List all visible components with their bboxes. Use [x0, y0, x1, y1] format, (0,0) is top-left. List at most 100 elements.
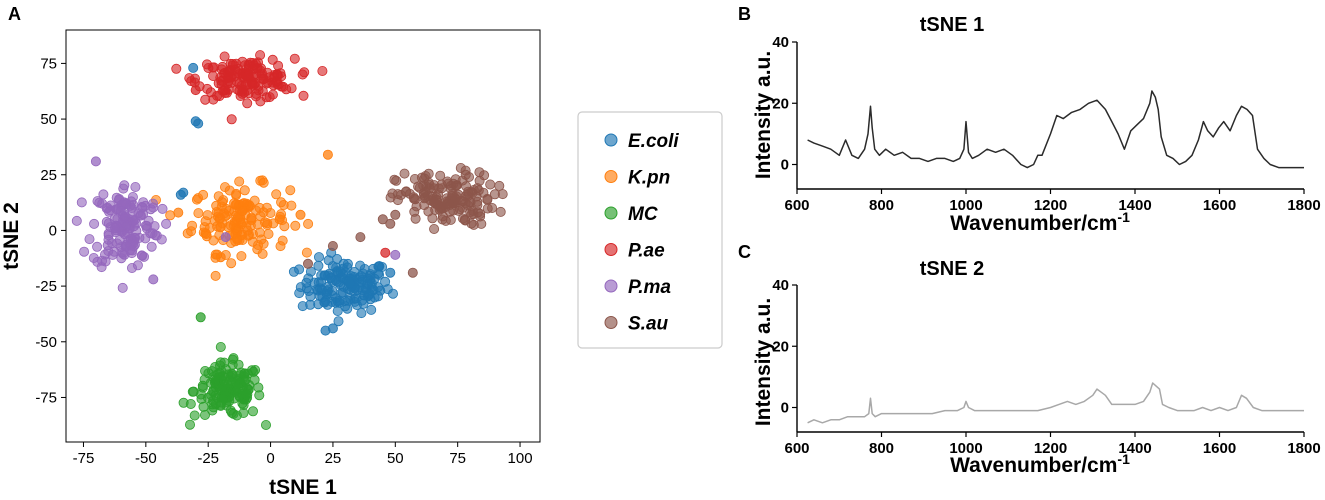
scatter-point: [301, 247, 312, 258]
scatter-point: [399, 168, 410, 179]
scatter-point: [237, 205, 248, 216]
scatter-point: [420, 192, 431, 203]
scatter-point: [89, 218, 100, 229]
y-tick-label: 40: [772, 277, 789, 294]
scatter-point: [110, 222, 121, 233]
scatter-point: [117, 282, 128, 293]
series-k-pn: [150, 149, 333, 281]
scatter-outlier-point: [215, 252, 226, 263]
spectrum-title-tsne2: tSNE 2: [920, 258, 984, 280]
scatter-y-ticks: -75 -50 -25 0 25 50 75: [35, 55, 66, 406]
scatter-point: [226, 407, 237, 418]
x-tick-label: 800: [869, 440, 894, 457]
scatter-point: [286, 83, 297, 94]
scatter-point: [374, 261, 385, 272]
y-tick-label: 20: [772, 95, 789, 112]
y-tick-label: -75: [35, 389, 57, 406]
scatter-outlier-point: [385, 267, 396, 278]
scatter-point: [474, 175, 485, 186]
scatter-point: [138, 197, 149, 208]
scatter-point: [323, 255, 334, 266]
scatter-point: [258, 177, 269, 188]
scatter-point: [229, 198, 240, 209]
scatter-point: [185, 398, 196, 409]
scatter-point: [242, 389, 253, 400]
scatter-point: [231, 76, 242, 87]
y-tick-label: 40: [772, 34, 789, 51]
scatter-point: [200, 365, 211, 376]
scatter-point: [212, 369, 223, 380]
scatter-point: [157, 203, 168, 214]
scatter-point: [226, 114, 237, 125]
scatter-point: [259, 217, 270, 228]
x-label-superscript-c: -1: [1117, 451, 1130, 467]
scatter-outlier-point: [320, 325, 331, 336]
scatter-point: [247, 64, 258, 75]
scatter-point: [482, 194, 493, 205]
scatter-point: [236, 251, 247, 262]
scatter-points: [71, 50, 508, 430]
scatter-point: [210, 270, 221, 281]
scatter-point: [225, 220, 236, 231]
x-tick-label: 1400: [1118, 440, 1151, 457]
scatter-outlier-point: [295, 209, 306, 220]
x-tick-label: 800: [869, 197, 894, 214]
series-p-ma: [71, 156, 401, 293]
legend-label: E.coli: [628, 131, 679, 152]
series-mc: [178, 312, 271, 430]
y-tick-label: 0: [49, 222, 57, 239]
scatter-point: [453, 189, 464, 200]
scatter-point: [288, 266, 299, 277]
scatter-outlier-point: [322, 149, 333, 160]
legend-label: P.ae: [628, 241, 665, 262]
scatter-point: [247, 406, 258, 417]
scatter-point: [127, 262, 138, 273]
scatter-point: [231, 233, 242, 244]
spectrum-panel-tsne1: tSNE 1 600 800 1000 1200 1400 1600 1800 0 20 40 W…: [752, 14, 1321, 235]
scatter-point: [211, 206, 222, 217]
scatter-point: [241, 221, 252, 232]
scatter-outlier-point: [355, 232, 366, 243]
scatter-outlier-point: [327, 240, 338, 251]
x-tick-label: 1600: [1203, 197, 1236, 214]
scatter-outlier-point: [312, 285, 323, 296]
scatter-point: [215, 221, 226, 232]
scatter-point: [147, 198, 158, 209]
scatter-point: [131, 218, 142, 229]
scatter-point: [242, 71, 253, 82]
panel-label-b: B: [738, 4, 751, 24]
scatter-point: [236, 367, 247, 378]
scatter-point: [88, 252, 99, 263]
scatter-outlier-point: [220, 232, 231, 243]
scatter-point: [207, 62, 218, 73]
x-tick-label: 100: [508, 450, 533, 467]
scatter-point: [385, 192, 396, 203]
scatter-x-axis-label: tSNE 1: [269, 476, 337, 499]
scatter-point: [260, 419, 271, 430]
scatter-point: [275, 241, 286, 252]
scatter-point: [460, 215, 471, 226]
spectrum-y-axis-label-tsne2: Intensity a.u.: [752, 298, 775, 426]
scatter-point: [437, 201, 448, 212]
scatter-outlier-point: [390, 209, 401, 220]
scatter-point: [219, 51, 230, 62]
scatter-point: [440, 215, 451, 226]
scatter-point: [79, 246, 90, 257]
scatter-point: [278, 199, 289, 210]
scatter-point: [303, 218, 314, 229]
scatter-point: [84, 234, 95, 245]
scatter-point: [238, 400, 249, 411]
y-tick-label: 20: [772, 338, 789, 355]
scatter-point: [356, 308, 367, 319]
scatter-point: [140, 233, 151, 244]
scatter-point: [119, 180, 130, 191]
scatter-point: [122, 228, 133, 239]
scatter-point: [334, 295, 345, 306]
scatter-point: [463, 171, 474, 182]
scatter-point: [226, 368, 237, 379]
scatter-point: [366, 304, 377, 315]
scatter-point: [215, 341, 226, 352]
scatter-y-axis-label: tSNE 2: [0, 202, 23, 270]
scatter-x-ticks: -75 -50 -25 0 25 50 75 100: [73, 442, 533, 467]
